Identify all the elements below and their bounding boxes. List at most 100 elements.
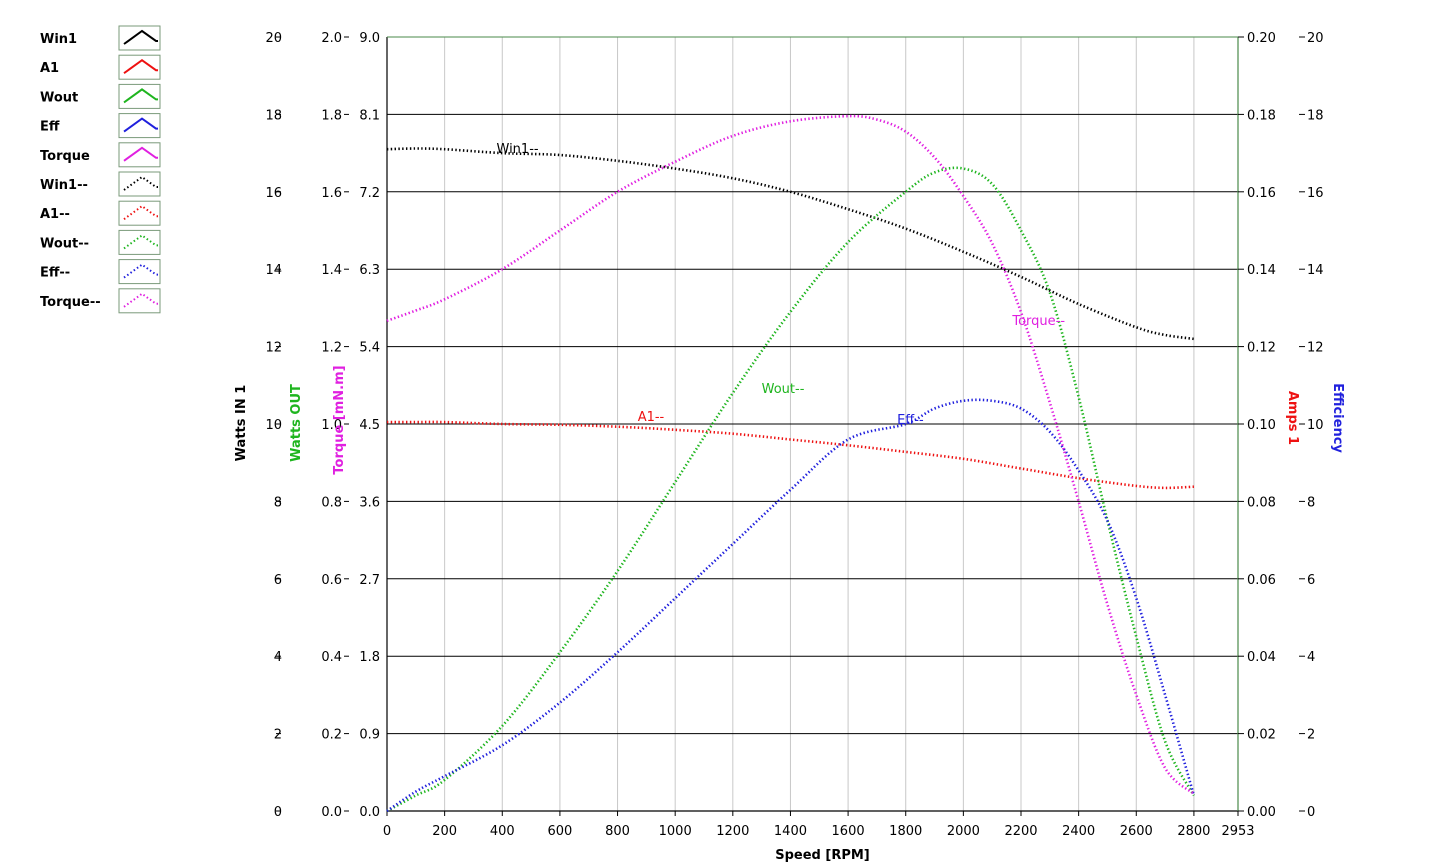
wout-tick-label: 0.2 — [321, 728, 342, 743]
legend-line-icon — [123, 204, 158, 221]
eff-tick-label: 0.14 — [1247, 263, 1276, 278]
eff-tick-label: 0.02 — [1247, 728, 1276, 743]
series-annotation: Win1-- — [497, 142, 539, 157]
x-tick-label: 1400 — [774, 824, 807, 839]
legend-swatch — [118, 54, 161, 80]
x-tick-label: 2400 — [1062, 824, 1095, 839]
win-tick-label: 2 — [274, 728, 282, 743]
legend-label: Win1 — [40, 32, 77, 47]
torque-tick-label: 2.7 — [359, 573, 380, 588]
x-tick-label: 600 — [547, 824, 572, 839]
y-axis-title-amps: Amps 1 — [1285, 391, 1300, 445]
legend-swatch — [118, 113, 161, 139]
legend-line-icon — [123, 292, 158, 308]
legend-swatch — [118, 200, 161, 226]
torque-tick-label: 7.2 — [359, 186, 380, 201]
torque-tick-label: 0.9 — [359, 728, 380, 743]
y-axis-title-efficiency: Efficiency — [1330, 383, 1345, 453]
eff-tick-label: 0.20 — [1247, 31, 1276, 46]
x-tick-label: 2953 — [1221, 824, 1254, 839]
legend-line-icon — [123, 175, 158, 191]
x-tick-label: 1200 — [716, 824, 749, 839]
eff-tick-label: 0.04 — [1247, 650, 1276, 665]
x-tick-label: 2200 — [1004, 824, 1037, 839]
win-tick-label: 16 — [265, 186, 282, 201]
x-tick-label: 1000 — [659, 824, 692, 839]
legend-line-icon — [123, 146, 158, 162]
effpct-tick-label: 8 — [1307, 495, 1315, 510]
legend-label: Torque — [40, 149, 90, 164]
wout-tick-label: 0.8 — [321, 495, 342, 510]
wout-tick-label: 1.6 — [321, 186, 342, 201]
torque-tick-label: 8.1 — [359, 108, 380, 123]
win-tick-label: 0 — [274, 805, 282, 820]
legend-label: Win1-- — [40, 178, 88, 193]
eff-tick-label: 0.10 — [1247, 418, 1276, 433]
win-tick-label: 8 — [274, 495, 282, 510]
series-annotation: Wout-- — [762, 382, 805, 397]
legend-label: A1-- — [40, 207, 70, 222]
win-tick-label: 6 — [274, 573, 282, 588]
wout-tick-label: 1.4 — [321, 263, 342, 278]
legend-label: Wout-- — [40, 236, 89, 251]
torque-tick-label: 9.0 — [359, 31, 380, 46]
series-line-eff — [386, 398, 1196, 813]
torque-tick-label: 1.8 — [359, 650, 380, 665]
torque-tick-label: 4.5 — [359, 418, 380, 433]
x-tick-label: 2600 — [1120, 824, 1153, 839]
legend-swatch — [118, 229, 161, 255]
eff-tick-label: 0.12 — [1247, 341, 1276, 356]
effpct-tick-label: 0 — [1307, 805, 1315, 820]
eff-tick-label: 0.00 — [1247, 805, 1276, 820]
effpct-tick-label: 2 — [1307, 728, 1315, 743]
x-tick-label: 800 — [605, 824, 630, 839]
effpct-tick-label: 14 — [1307, 263, 1324, 278]
x-tick-label: 2000 — [947, 824, 980, 839]
win-tick-label: 14 — [265, 263, 282, 278]
legend-line-icon — [123, 88, 158, 104]
x-tick-label: 400 — [490, 824, 515, 839]
x-axis-title: Speed [RPM] — [775, 848, 870, 863]
legend-label: Eff — [40, 120, 60, 135]
effpct-tick-label: 16 — [1307, 186, 1324, 201]
x-tick-label: 1800 — [889, 824, 922, 839]
eff-tick-label: 0.16 — [1247, 186, 1276, 201]
legend-line-icon — [123, 234, 158, 250]
x-tick-label: 1600 — [832, 824, 865, 839]
effpct-tick-label: 10 — [1307, 418, 1324, 433]
legend-swatch — [118, 25, 161, 51]
y-axis-title-wout: Watts OUT — [289, 384, 304, 462]
series-line-a1 — [387, 420, 1194, 490]
legend-swatch — [118, 171, 161, 197]
series-annotation: Torque-- — [1011, 314, 1065, 329]
win-tick-label: 4 — [274, 650, 282, 665]
series-line-wout — [386, 166, 1196, 813]
torque-tick-label: 6.3 — [359, 263, 380, 278]
win-tick-label: 12 — [265, 341, 282, 356]
y-axis-title-torque: Torque [mN.m] — [332, 365, 347, 474]
legend-line-icon — [123, 117, 158, 133]
series-annotation: Eff-- — [897, 413, 924, 428]
torque-tick-label: 0.0 — [359, 805, 380, 820]
win-tick-label: 18 — [265, 108, 282, 123]
legend-line-icon — [123, 58, 158, 75]
wout-tick-label: 1.8 — [321, 108, 342, 123]
x-tick-label: 0 — [383, 824, 391, 839]
legend-label: Wout — [40, 90, 78, 105]
win-tick-label: 10 — [265, 418, 282, 433]
eff-tick-label: 0.06 — [1247, 573, 1276, 588]
legend-label: Eff-- — [40, 266, 70, 281]
legend-label: Torque-- — [40, 295, 101, 310]
win-tick-label: 20 — [265, 31, 282, 46]
eff-tick-label: 0.18 — [1247, 108, 1276, 123]
legend-swatch — [118, 83, 161, 109]
x-tick-label: 2800 — [1177, 824, 1210, 839]
effpct-tick-label: 4 — [1307, 650, 1315, 665]
series-annotation: A1-- — [638, 410, 665, 425]
torque-tick-label: 3.6 — [359, 495, 380, 510]
wout-tick-label: 0.4 — [321, 650, 342, 665]
legend-swatch — [118, 142, 161, 168]
wout-tick-label: 2.0 — [321, 31, 342, 46]
legend-line-icon — [123, 29, 158, 45]
